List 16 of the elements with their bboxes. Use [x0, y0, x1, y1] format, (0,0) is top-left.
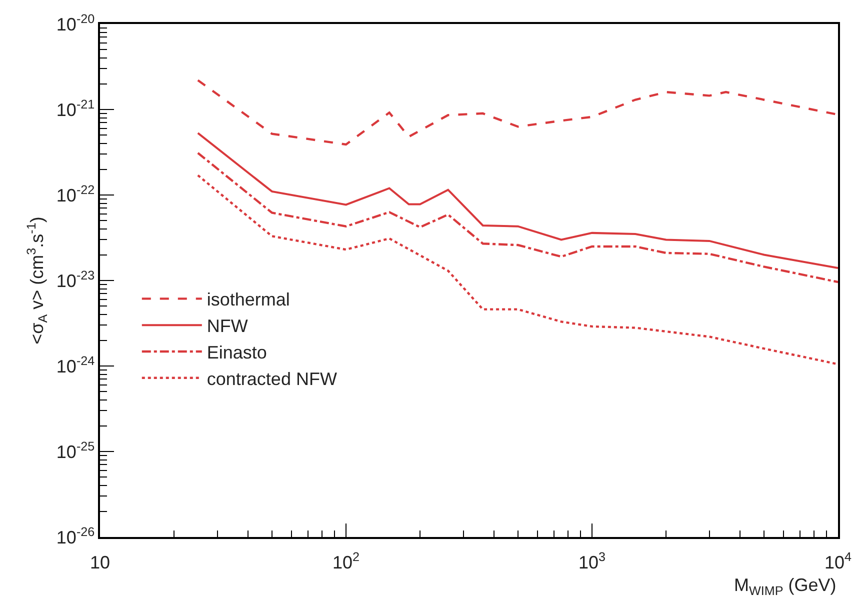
y-tick-label: 10$^{-24}$: [56, 354, 95, 376]
y-tick-label: 10$^{-26}$: [56, 524, 95, 548]
legend-label: contracted NFW: [206, 368, 337, 389]
y-tick-label: 10$^{-20}$: [56, 12, 95, 34]
x-tick-label: 10$^{3}$: [578, 550, 606, 572]
y-tick-label: 10$^{-21}$: [56, 97, 95, 120]
y-tick-label: 10$^{-25}$: [56, 439, 95, 462]
y-tick-label: 10$^{-22}$: [56, 182, 95, 206]
legend-label: isothermal: [206, 290, 290, 310]
x-axis-title: M$_{WIMP}$ (GeV): [734, 575, 836, 598]
legend-label: NFW: [206, 316, 248, 336]
x-tick-label: 10$^{2}$: [332, 550, 360, 572]
x-tick-label: 10$^{4}$: [824, 550, 852, 572]
legend-label: Einasto: [206, 342, 267, 363]
y-tick-label: 10$^{-23}$: [56, 268, 95, 291]
x-tick-label: 10: [90, 552, 110, 572]
